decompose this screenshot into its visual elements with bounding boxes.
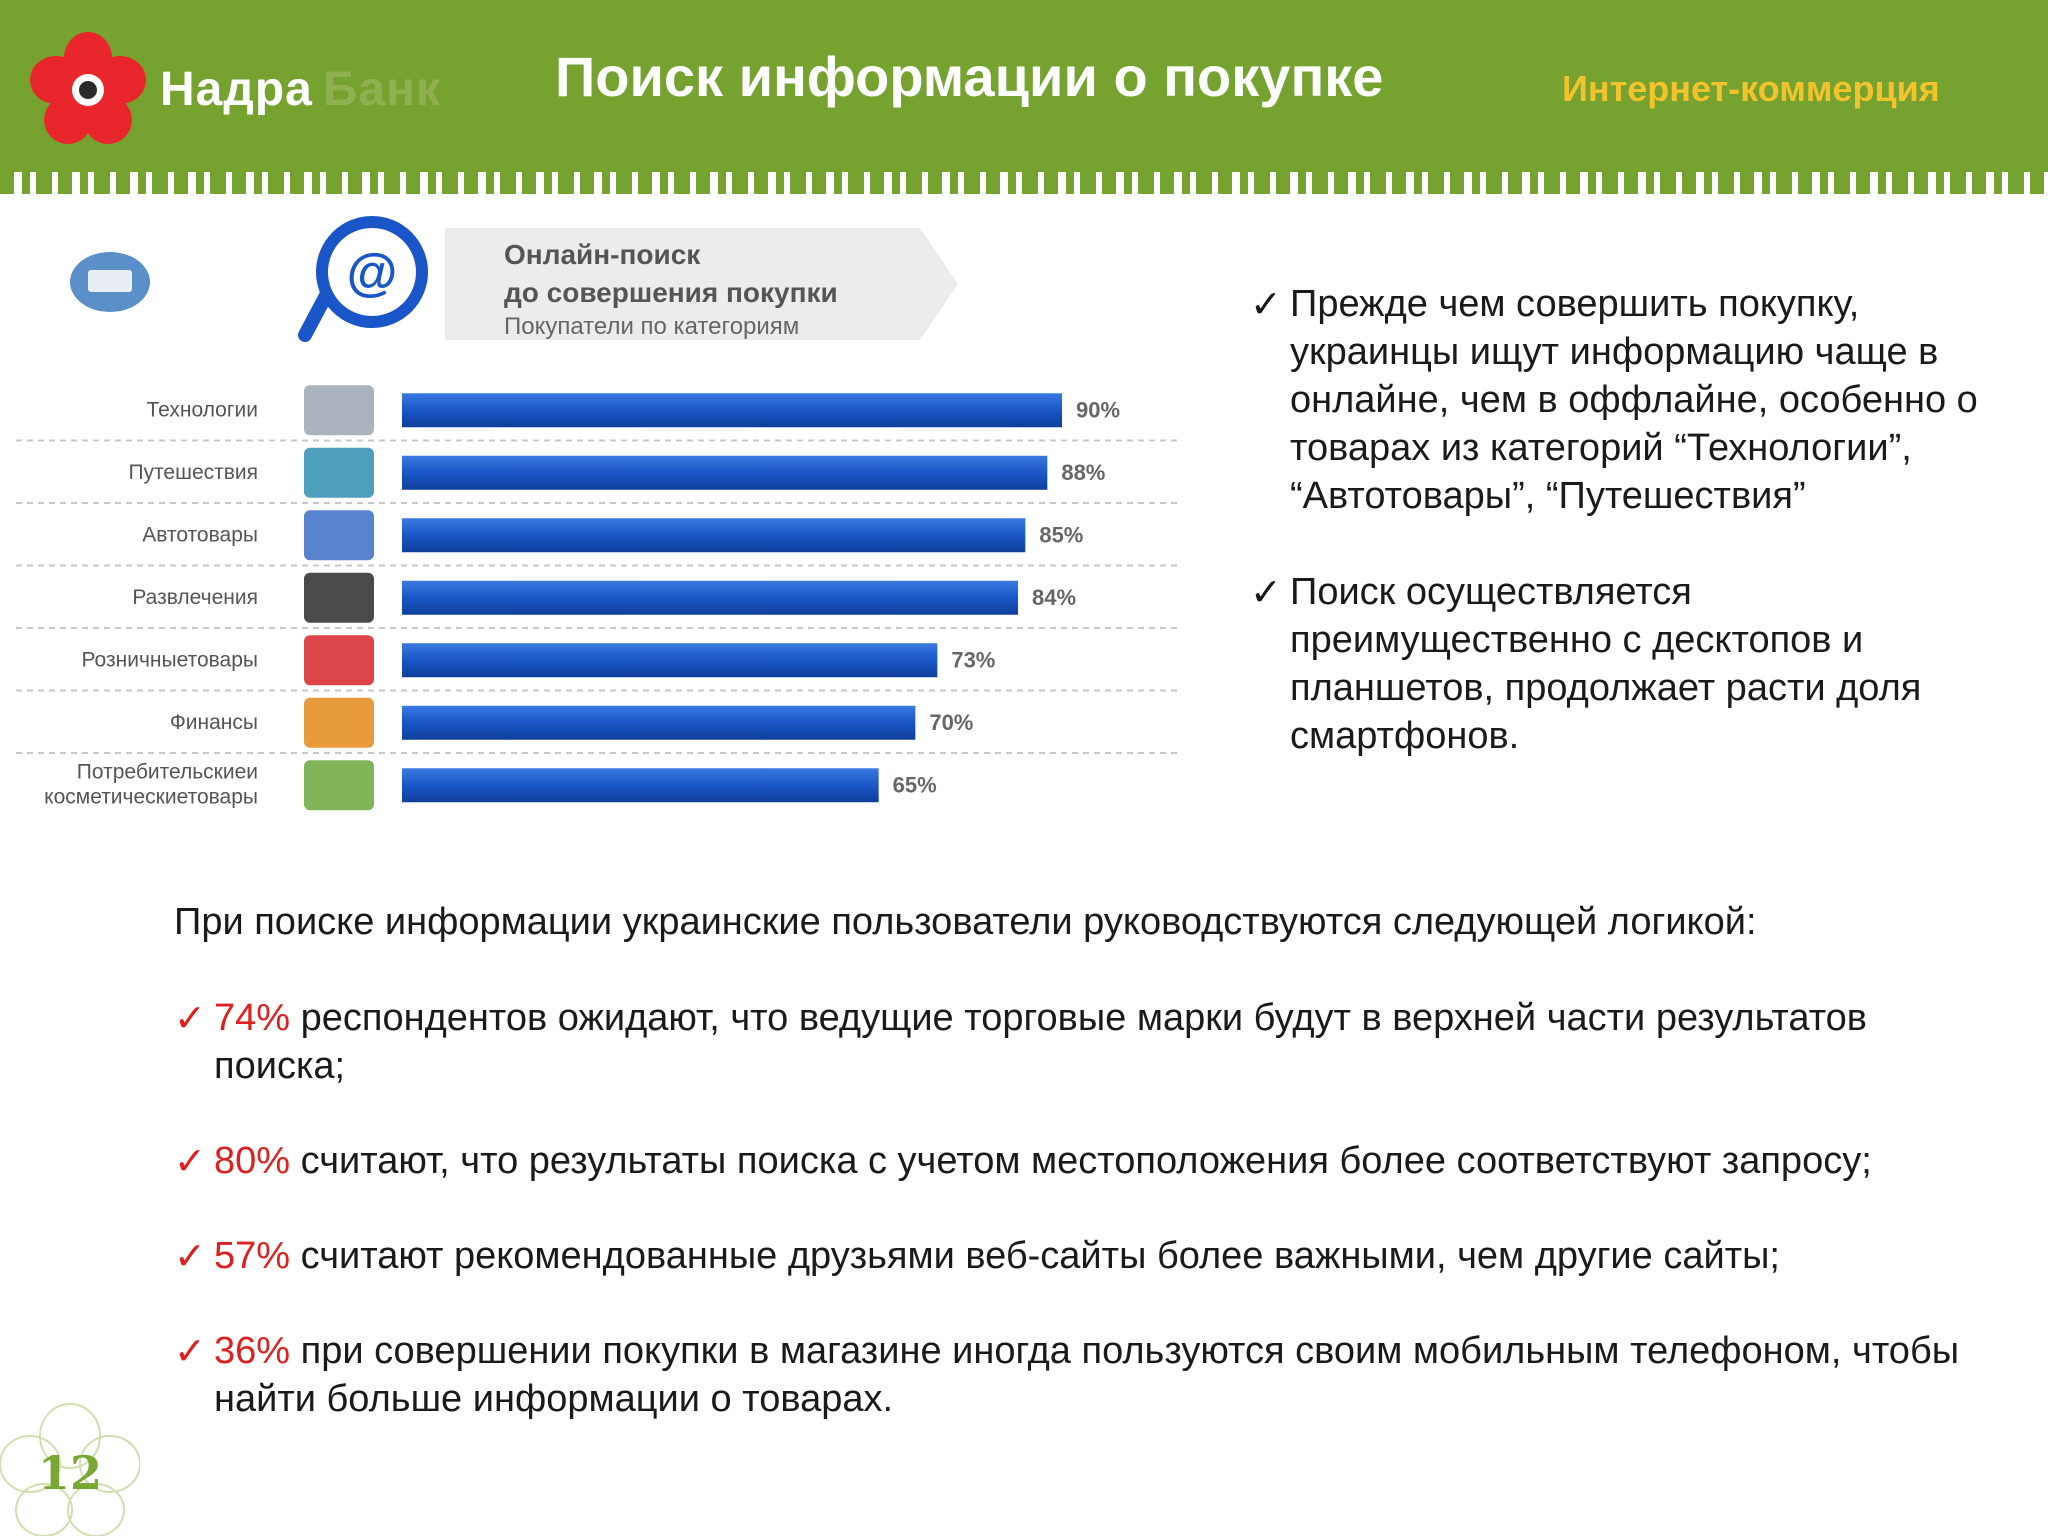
title-banner xyxy=(445,228,958,340)
stat-text: считают рекомендованные друзьями веб-сай… xyxy=(290,1235,1780,1277)
check-icon: ✓ xyxy=(174,996,206,1040)
value-label: 70% xyxy=(929,710,973,735)
header-stripe-divider xyxy=(0,172,2048,194)
value-label: 73% xyxy=(951,647,995,672)
chart-title: Онлайн-поиск xyxy=(504,239,701,270)
stat-text: считают, что результаты поиска с учетом … xyxy=(290,1140,1872,1182)
stat-text: респондентов ожидают, что ведущие торгов… xyxy=(214,997,1867,1087)
chart-subtitle: Покупатели по категориям xyxy=(504,313,799,340)
grocery-basket-icon xyxy=(304,760,374,811)
bar xyxy=(402,393,1062,428)
money-icon xyxy=(304,697,374,748)
value-label: 90% xyxy=(1076,397,1120,422)
value-label: 85% xyxy=(1039,522,1083,547)
svg-text:@: @ xyxy=(347,244,398,302)
bar xyxy=(402,455,1048,490)
search-at-icon: @ xyxy=(298,216,428,342)
bar xyxy=(402,580,1018,615)
page-flower-icon xyxy=(0,1403,140,1536)
page-title: Поиск информации о покупке xyxy=(555,45,1384,108)
right-bullet-text: Прежде чем совершить покупку, украинцы и… xyxy=(1290,283,1978,517)
bar xyxy=(402,768,879,803)
cinema-icon xyxy=(304,572,374,623)
check-icon: ✓ xyxy=(174,1139,206,1183)
cars-icon xyxy=(304,510,374,561)
chart-title-line2: до совершения покупки xyxy=(504,277,838,308)
logo-name: Надра xyxy=(160,63,313,116)
page-number: 12 xyxy=(38,1446,103,1500)
right-bullets: ✓ Прежде чем совершить покупку, украинцы… xyxy=(1250,280,2010,808)
right-bullet-2: ✓ Поиск осуществляется преимущественно с… xyxy=(1250,568,2010,760)
bar xyxy=(402,705,916,740)
stat-percent: 80% xyxy=(214,1140,291,1182)
category-label: Технологии xyxy=(147,398,258,421)
category-label: Развлечения xyxy=(132,586,258,609)
bottom-text-block: При поиске информации украинские пользов… xyxy=(174,898,1994,1470)
value-label: 88% xyxy=(1061,460,1105,485)
category-label: Автотовары xyxy=(142,523,258,546)
check-icon: ✓ xyxy=(1250,570,1282,614)
stat-percent: 36% xyxy=(214,1330,291,1372)
category-label: Путешествия xyxy=(128,461,258,484)
shopping-cart-icon xyxy=(304,635,374,686)
stat-text: при совершении покупки в магазине иногда… xyxy=(214,1330,1960,1420)
bank-card-icon xyxy=(70,252,150,312)
check-icon: ✓ xyxy=(174,1234,206,1278)
stat-item-3: ✓ 57% считают рекомендованные друзьями в… xyxy=(174,1232,1994,1280)
bottom-intro: При поиске информации украинские пользов… xyxy=(174,901,1757,943)
value-label: 65% xyxy=(893,772,937,797)
stat-item-1: ✓ 74% респондентов ожидают, что ведущие … xyxy=(174,994,1994,1090)
category-label: Потребительскиеи xyxy=(77,760,258,783)
logo-bank: Банк xyxy=(322,63,442,116)
value-label: 84% xyxy=(1032,585,1076,610)
check-icon: ✓ xyxy=(174,1329,206,1373)
category-label: косметическиетовары xyxy=(44,785,258,808)
right-bullet-text: Поиск осуществляется преимущественно с д… xyxy=(1290,571,1922,757)
chart-svg: @ Онлайн-поиск до совершения покупки Пок… xyxy=(16,216,1180,811)
header-bar xyxy=(0,0,2048,172)
check-icon: ✓ xyxy=(1250,282,1282,326)
bank-logo-text: Надра Банк xyxy=(160,62,441,117)
stat-percent: 74% xyxy=(214,997,291,1039)
right-bullet-1: ✓ Прежде чем совершить покупку, украинцы… xyxy=(1250,280,2010,520)
section-label: Интернет-коммерция xyxy=(1562,68,1940,109)
computer-icon xyxy=(304,385,374,436)
stat-percent: 57% xyxy=(214,1235,291,1277)
stat-item-2: ✓ 80% считают, что результаты поиска с у… xyxy=(174,1137,1994,1185)
category-label: Финансы xyxy=(170,711,258,734)
bar-chart: @ Онлайн-поиск до совершения покупки Пок… xyxy=(0,210,1200,830)
bar xyxy=(402,518,1026,553)
flower-logo-icon xyxy=(30,32,146,144)
beach-icon xyxy=(304,447,374,498)
bar xyxy=(402,643,938,678)
category-label: Розничныетовары xyxy=(81,648,258,671)
stat-item-4: ✓ 36% при совершении покупки в магазине … xyxy=(174,1327,1994,1423)
